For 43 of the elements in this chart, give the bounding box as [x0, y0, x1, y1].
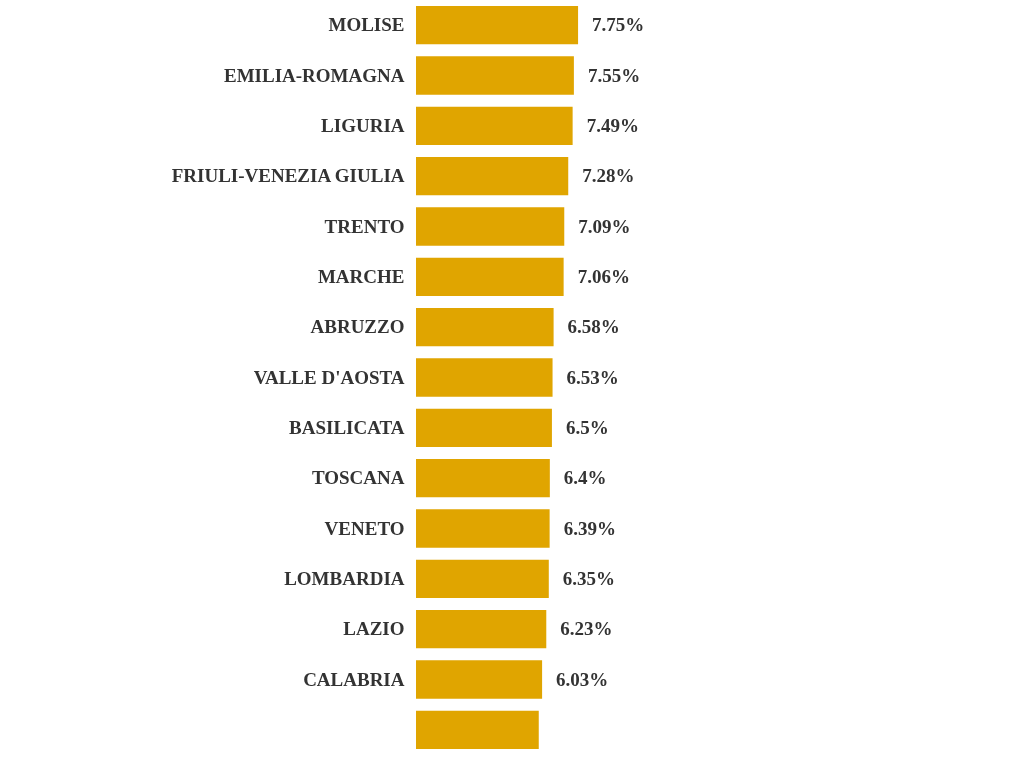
bar	[416, 106, 573, 145]
data-label: 7.09%	[578, 215, 631, 237]
data-label: 7.75%	[592, 14, 645, 36]
bar	[416, 257, 564, 296]
data-label: 6.53%	[566, 366, 619, 388]
y-tick-label: TOSCANA	[311, 467, 405, 489]
y-tick-label: VALLE D'AOSTA	[253, 366, 405, 388]
data-label: 7.49%	[586, 114, 639, 136]
data-label: 7.55%	[587, 64, 641, 86]
bar	[416, 408, 552, 447]
data-label: 6.23%	[560, 618, 613, 640]
data-label: 7.06%	[577, 265, 630, 287]
bar	[416, 509, 550, 548]
data-label: 6.03%	[556, 668, 609, 690]
bar	[416, 660, 543, 699]
y-tick-label: TRENTO	[324, 215, 405, 237]
y-tick-label: LAZIO	[343, 618, 405, 640]
bar	[416, 710, 539, 749]
bar	[416, 207, 565, 246]
y-tick-label: EMILIA-ROMAGNA	[224, 64, 405, 86]
y-tick-label: FRIULI-VENEZIA GIULIA	[171, 165, 405, 187]
data-label: 7.28%	[582, 165, 635, 187]
y-tick-label: LIGURIA	[321, 114, 405, 136]
data-label: 6.5%	[565, 416, 609, 438]
bar	[416, 559, 549, 598]
bar	[416, 459, 550, 498]
y-tick-label: CALABRIA	[303, 668, 405, 690]
data-label: 6.39%	[563, 517, 616, 539]
y-tick-label: BASILICATA	[289, 416, 405, 438]
data-label: 6.58%	[567, 316, 620, 338]
bar	[416, 6, 579, 45]
bar	[416, 358, 553, 397]
bar	[416, 610, 547, 649]
data-label: 6.4%	[563, 467, 607, 489]
y-tick-label: LOMBARDIA	[284, 567, 405, 589]
y-tick-label: MARCHE	[317, 265, 405, 287]
bar	[416, 56, 574, 95]
y-tick-label: ABRUZZO	[310, 316, 405, 338]
y-tick-label: MOLISE	[328, 14, 405, 36]
y-tick-label: VENETO	[324, 517, 405, 539]
bar	[416, 308, 554, 347]
data-label: 6.35%	[562, 567, 616, 589]
bar	[416, 157, 569, 196]
